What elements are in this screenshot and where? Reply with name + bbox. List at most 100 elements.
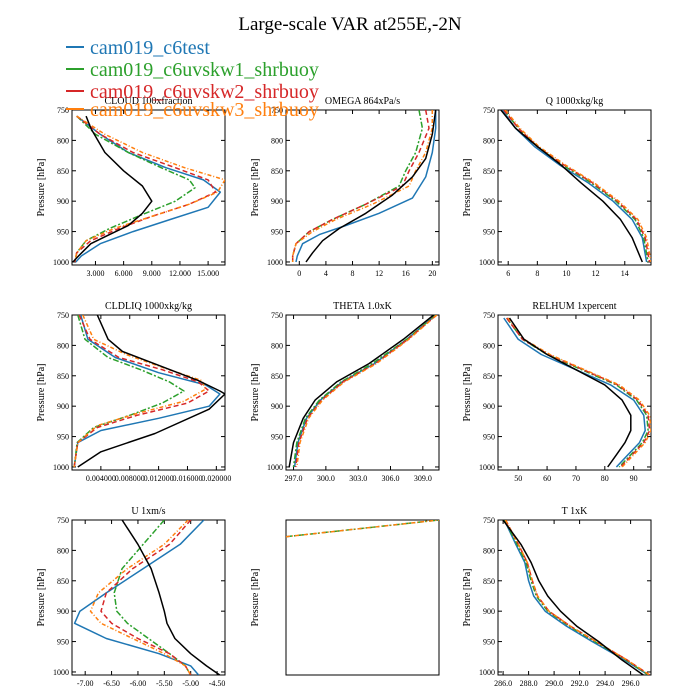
series-line-5: [502, 520, 644, 675]
panel-frame: [285, 314, 440, 471]
y-tick-label: 750: [483, 106, 495, 115]
x-tick-label: 0.004000: [86, 474, 116, 483]
series-line-4: [74, 115, 225, 263]
series-group: [288, 315, 438, 468]
series-line-4: [296, 315, 438, 468]
x-tick-label: -5.50: [156, 679, 173, 688]
series-line-1: [75, 115, 222, 263]
y-tick-label: 950: [57, 433, 69, 442]
x-tick-label: 9.000: [143, 269, 161, 278]
x-tick-label: 50: [514, 474, 522, 483]
y-tick-label: 750: [57, 106, 69, 115]
y-tick-label: 1000: [53, 668, 69, 677]
x-tick-label: -6.50: [103, 679, 120, 688]
panel-ylabel: Pressure [hPa]: [250, 158, 261, 216]
y-tick-label: 850: [483, 167, 495, 176]
x-tick-label: 4: [324, 269, 328, 278]
series-line-3: [73, 315, 210, 468]
panel-8: Pressure [hPa]: [250, 519, 440, 676]
x-tick-label: 14: [621, 269, 629, 278]
y-tick-label: 1000: [53, 258, 69, 267]
y-tick-label: 950: [271, 433, 283, 442]
panel-title: U 1xm/s: [131, 506, 165, 517]
series-line-2: [286, 520, 439, 538]
panel-6: RELHUM 1xpercent Pressure [hPa] 750 800 850 9…: [462, 301, 652, 483]
x-tick-label: 309.0: [414, 474, 432, 483]
y-tick-label: 900: [483, 607, 495, 616]
panel-ylabel: Pressure [hPa]: [462, 568, 473, 626]
panel-frame: [71, 519, 226, 676]
y-tick-label: 850: [271, 167, 283, 176]
x-tick-label: 8: [535, 269, 539, 278]
series-line-1: [503, 317, 646, 468]
series-line-3: [506, 317, 651, 468]
series-line-5: [77, 315, 225, 468]
y-tick-label: 950: [483, 228, 495, 237]
y-tick-label: 800: [57, 546, 69, 555]
y-tick-label: 900: [271, 402, 283, 411]
x-tick-label: -7.00: [77, 679, 94, 688]
series-line-4: [291, 110, 434, 262]
x-tick-label: 290.0: [545, 679, 563, 688]
x-tick-label: 12: [375, 269, 383, 278]
y-tick-label: 1000: [479, 463, 495, 472]
panel-frame: [497, 109, 652, 266]
panel-frame: [71, 109, 226, 266]
y-tick-label: 900: [483, 197, 495, 206]
y-tick-label: 750: [483, 311, 495, 320]
y-tick-label: 950: [483, 638, 495, 647]
y-tick-label: 800: [483, 341, 495, 350]
y-tick-label: 950: [57, 228, 69, 237]
panel-frame: [71, 314, 226, 471]
x-tick-label: 0.020000: [201, 474, 231, 483]
panel-1: CLOUD 100xfraction Pressure [hPa] 750 800 85…: [36, 96, 226, 278]
panel-3: Q 1000xkg/kg Pressure [hPa] 750 800 850 900 95…: [462, 96, 652, 278]
series-line-3: [74, 115, 217, 263]
series-line-5: [305, 110, 437, 263]
series-line-2: [503, 520, 649, 675]
panel-ylabel: Pressure [hPa]: [36, 363, 47, 421]
y-tick-label: 950: [483, 433, 495, 442]
series-line-4: [507, 317, 651, 468]
x-tick-label: 0.008000: [115, 474, 145, 483]
main-title: Large-scale VAR at255E,-2N: [238, 14, 462, 35]
x-tick-label: 15.000: [197, 269, 219, 278]
y-tick-label: 1000: [479, 668, 495, 677]
series-line-2: [73, 315, 185, 468]
series-line-4: [73, 315, 207, 468]
series-line-3: [504, 520, 651, 675]
series-line-5: [508, 317, 632, 468]
x-tick-label: 16: [402, 269, 410, 278]
y-tick-label: 900: [483, 402, 495, 411]
series-line-1: [73, 315, 221, 468]
x-tick-label: 0: [297, 269, 301, 278]
y-tick-label: 800: [483, 546, 495, 555]
x-tick-label: 286.0: [494, 679, 512, 688]
x-tick-label: 12.000: [169, 269, 191, 278]
panel-title: CLDLIQ 1000xkg/kg: [105, 301, 192, 312]
series-group: [286, 520, 439, 538]
series-line-3: [291, 110, 430, 262]
series-line-5: [121, 520, 221, 675]
panel-title: RELHUM 1xpercent: [532, 301, 616, 312]
series-line-1: [286, 520, 439, 538]
panel-ylabel: Pressure [hPa]: [36, 568, 47, 626]
x-tick-label: 297.0: [285, 474, 303, 483]
y-tick-label: 800: [57, 136, 69, 145]
y-tick-label: 750: [57, 311, 69, 320]
x-tick-label: 0.016000: [172, 474, 202, 483]
y-tick-label: 950: [57, 638, 69, 647]
y-tick-label: 1000: [479, 258, 495, 267]
series-group: [503, 317, 651, 468]
y-tick-label: 750: [483, 516, 495, 525]
series-group: [500, 110, 651, 263]
panel-title: T 1xK: [562, 506, 588, 517]
panel-title: OMEGA 864xPa/s: [325, 96, 400, 107]
series-group: [72, 115, 225, 263]
series-line-1: [73, 520, 205, 675]
panel-title: CLOUD 100xfraction: [104, 96, 192, 107]
x-tick-label: 8: [351, 269, 355, 278]
series-group: [291, 110, 437, 263]
series-line-4: [504, 520, 651, 675]
